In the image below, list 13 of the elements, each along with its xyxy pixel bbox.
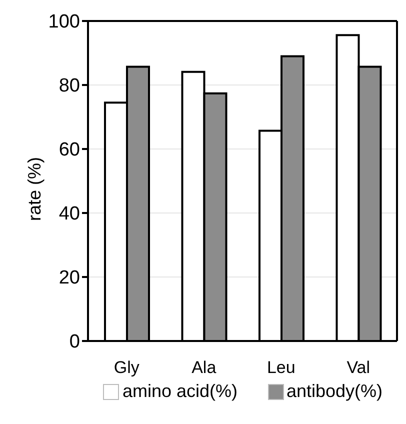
y-axis-title: rate (%)	[24, 156, 44, 221]
y-tick-label: 60	[58, 140, 80, 161]
x-tick-label: Ala	[192, 358, 217, 378]
x-tick-label: Gly	[114, 358, 140, 378]
y-tick-label: 0	[69, 332, 80, 353]
y-tick-label: 80	[58, 76, 80, 97]
x-tick-label: Val	[346, 358, 370, 378]
legend-label: antibody(%)	[286, 381, 383, 402]
y-tick-label: 100	[48, 12, 80, 33]
y-tick-label: 20	[58, 268, 80, 289]
x-tick-label: Leu	[266, 358, 296, 378]
text: amino acid(%)	[122, 381, 238, 402]
y-tick-label: 40	[58, 204, 80, 225]
